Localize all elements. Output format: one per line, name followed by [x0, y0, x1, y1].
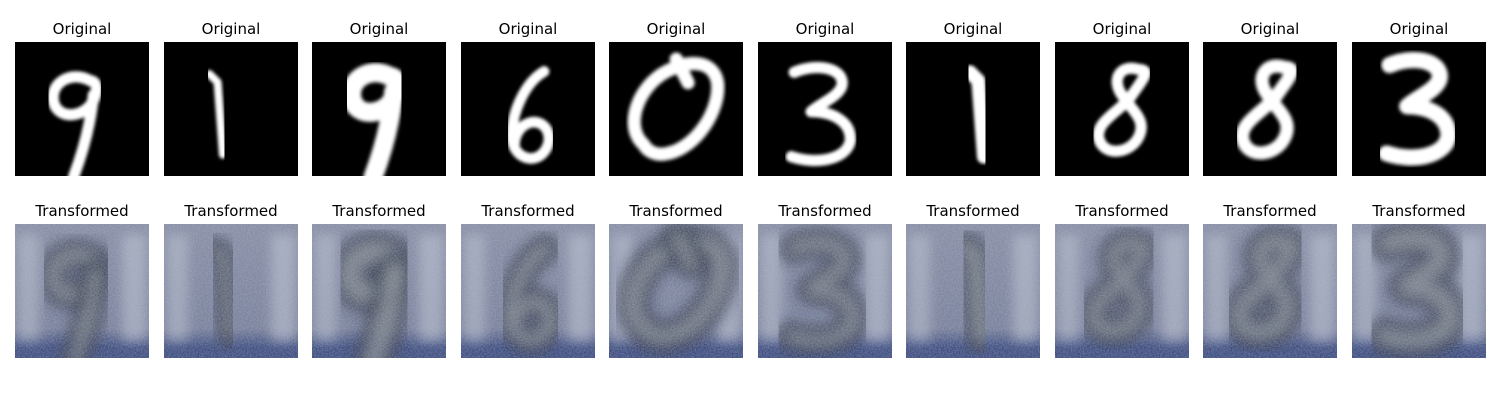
transformed-image-8 [1055, 224, 1189, 358]
original-title: Original [943, 20, 1003, 38]
transformed-image-5 [609, 224, 743, 358]
handwritten-digit-9-icon [312, 42, 446, 176]
handwritten-digit-8-icon [1203, 42, 1337, 176]
handwritten-digit-3-icon [1352, 42, 1486, 176]
original-title: Original [646, 20, 706, 38]
transformed-title: Transformed [481, 202, 575, 220]
handwritten-digit-1-icon [906, 42, 1040, 176]
original-title: Original [52, 20, 112, 38]
original-title: Original [795, 20, 855, 38]
street-view-style-digit-8-icon [1203, 224, 1337, 358]
original-image-7 [906, 42, 1040, 176]
original-image-2 [164, 42, 298, 176]
original-image-5 [609, 42, 743, 176]
transformed-image-1 [15, 224, 149, 358]
original-image-3 [312, 42, 446, 176]
street-view-style-digit-3-icon [1352, 224, 1486, 358]
original-image-8 [1055, 42, 1189, 176]
handwritten-digit-6-icon [461, 42, 595, 176]
transformed-title: Transformed [1075, 202, 1169, 220]
street-view-style-digit-1-icon [164, 224, 298, 358]
original-title: Original [349, 20, 409, 38]
handwritten-digit-9-icon [15, 42, 149, 176]
transformed-title: Transformed [1372, 202, 1466, 220]
transformed-title: Transformed [332, 202, 426, 220]
handwritten-digit-1-icon [164, 42, 298, 176]
transformed-title: Transformed [35, 202, 129, 220]
original-title: Original [201, 20, 261, 38]
street-view-style-digit-8-icon [1055, 224, 1189, 358]
transformed-image-4 [461, 224, 595, 358]
transformed-image-9 [1203, 224, 1337, 358]
transformed-image-3 [312, 224, 446, 358]
handwritten-digit-8-icon [1055, 42, 1189, 176]
street-view-style-digit-9-icon [15, 224, 149, 358]
handwritten-digit-3-icon [758, 42, 892, 176]
transformed-title: Transformed [778, 202, 872, 220]
street-view-style-digit-6-icon [461, 224, 595, 358]
transformed-title: Transformed [926, 202, 1020, 220]
transformed-image-7 [906, 224, 1040, 358]
original-image-4 [461, 42, 595, 176]
original-image-6 [758, 42, 892, 176]
original-title: Original [1092, 20, 1152, 38]
original-title: Original [1389, 20, 1449, 38]
transformed-title: Transformed [1223, 202, 1317, 220]
original-title: Original [498, 20, 558, 38]
street-view-style-digit-3-icon [758, 224, 892, 358]
transformed-title: Transformed [184, 202, 278, 220]
street-view-style-digit-1-icon [906, 224, 1040, 358]
original-image-10 [1352, 42, 1486, 176]
transformed-image-10 [1352, 224, 1486, 358]
handwritten-digit-0-icon [609, 42, 743, 176]
transformed-image-2 [164, 224, 298, 358]
transformed-image-6 [758, 224, 892, 358]
street-view-style-digit-0-icon [609, 224, 743, 358]
transformed-title: Transformed [629, 202, 723, 220]
street-view-style-digit-9-icon [312, 224, 446, 358]
original-title: Original [1240, 20, 1300, 38]
original-image-9 [1203, 42, 1337, 176]
original-image-1 [15, 42, 149, 176]
